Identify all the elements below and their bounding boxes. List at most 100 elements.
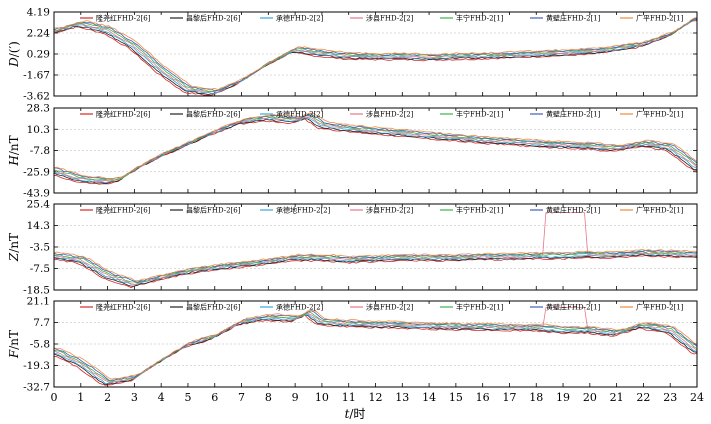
panel-D: 4.19 2.24 0.29 -1.67 -3.62 隆尧红FHD-2[6] 昌黎后FHD-…: [7, 7, 698, 103]
series-line: [53, 248, 698, 282]
y-tick-label: -19.3: [23, 360, 50, 372]
legend-entry: 昌黎后FHD-2[6]: [186, 303, 241, 312]
y-tick-label: 14.3: [27, 220, 50, 232]
y-axis-label: H/nT: [7, 135, 21, 166]
series-line: [53, 307, 698, 384]
legend-entry: 承德FHD-2[2]: [276, 303, 324, 312]
legend-entry: 黄壁庄FHD-2[1]: [546, 14, 601, 23]
y-tick-label: 4.19: [27, 7, 50, 19]
legend-entry: 广平FHD-2[1]: [636, 14, 684, 23]
x-tick-label: 9: [292, 391, 299, 404]
x-tick-label: 3: [131, 391, 138, 404]
legend-entry: 涉县FHD-2[2]: [366, 303, 414, 312]
y-axis-label: F/nT: [7, 330, 21, 359]
x-tick-label: 6: [211, 391, 218, 404]
legend-entry: 黄壁庄FHD-2[1]: [546, 206, 601, 215]
legend-entry: 涉县FHD-2[2]: [366, 110, 414, 119]
legend-entry: 黄壁庄FHD-2[1]: [546, 110, 601, 119]
series-line: [53, 314, 698, 386]
legend-entry: 隆尧红FHD-2[6]: [96, 303, 151, 312]
x-tick-label: 5: [184, 391, 191, 404]
legend-entry: 广平FHD-2[1]: [636, 303, 684, 312]
legend-entry: 涉县FHD-2[2]: [366, 14, 414, 23]
x-tick-label: 18: [529, 391, 543, 404]
legend-entry: 隆尧红FHD-2[6]: [96, 14, 151, 23]
panel-Z: 25.4 14.3 -3.5 -7.5 -18.5 隆尧红FHD-2[6] 昌黎后FHD-2…: [7, 199, 698, 297]
y-tick-label: -1.67: [23, 70, 50, 82]
y-tick-label: 0.29: [27, 49, 50, 61]
x-tick-label: 23: [663, 391, 677, 404]
series-line: [53, 255, 698, 289]
y-axis-label: D/(′): [7, 41, 21, 68]
plot-frame: [53, 11, 698, 97]
y-tick-label: -3.5: [30, 242, 50, 254]
series-line: [53, 18, 698, 95]
y-tick-label: -7.8: [30, 145, 50, 157]
y-tick-label: -7.5: [30, 263, 50, 275]
x-tick-label: 0: [51, 391, 58, 404]
legend-entry: 昌黎后FHD-2[6]: [186, 14, 241, 23]
legend-entry: 广平FHD-2[1]: [636, 206, 684, 215]
legend-entry: 丰宁FHD-2[1]: [456, 206, 504, 215]
x-tick-label: 19: [556, 391, 570, 404]
series-line: [53, 17, 698, 91]
legend-entry: 丰宁FHD-2[1]: [456, 303, 504, 312]
series-line: [53, 20, 698, 96]
y-tick-label: -32.7: [23, 382, 50, 394]
legend-entry: 黄壁庄FHD-2[1]: [546, 303, 601, 312]
y-tick-label: 10.3: [27, 124, 50, 136]
x-tick-label: 15: [449, 391, 463, 404]
x-tick-label: 16: [476, 391, 490, 404]
series-line: [53, 212, 698, 285]
series-line: [53, 113, 698, 180]
panel-H: 28.3 10.3 -7.8 -25.9 -43.9 隆尧红FHD-2[6] 昌黎后FHD-…: [7, 103, 698, 200]
panel-F: 21.1 7.7 -5.8 -19.3 -32.7 隆尧红FHD-2[6] 昌黎后FHD-2…: [7, 296, 698, 394]
x-tick-label: 21: [610, 391, 624, 404]
plot-frame: [53, 203, 698, 291]
y-tick-label: 7.7: [33, 317, 50, 329]
x-tick-label: 2: [104, 391, 111, 404]
series-line: [53, 112, 698, 180]
legend-entry: 承德地FHD-2[2]: [276, 206, 331, 215]
y-tick-label: -3.62: [23, 91, 50, 103]
legend-entry: 承德FHD-2[2]: [276, 14, 324, 23]
legend-entry: 承德FHD-2[2]: [276, 110, 324, 119]
series-line: [53, 17, 698, 93]
y-axis-label: Z/nT: [7, 233, 21, 262]
y-tick-label: -25.9: [23, 166, 50, 178]
series-line: [53, 314, 698, 386]
series-line: [53, 253, 698, 287]
series-line: [53, 17, 698, 92]
x-tick-label: 24: [690, 391, 704, 404]
x-tick-label: 10: [315, 391, 329, 404]
legend-entry: 丰宁FHD-2[1]: [456, 110, 504, 119]
legend-entry: 广平FHD-2[1]: [636, 110, 684, 119]
x-tick-label: 17: [502, 391, 516, 404]
series-line: [53, 310, 698, 380]
x-tick-label: 7: [238, 391, 245, 404]
y-tick-label: 2.24: [27, 28, 51, 40]
legend-entry: 隆尧红FHD-2[6]: [96, 110, 151, 119]
legend-entry: 涉县FHD-2[2]: [366, 206, 414, 215]
y-tick-label: 28.3: [27, 103, 50, 115]
plot-frame: [53, 107, 698, 194]
y-tick-label: -18.5: [23, 285, 50, 297]
x-tick-label: 20: [583, 391, 597, 404]
x-tick-label: 4: [158, 391, 165, 404]
legend-entry: 昌黎后FHD-2[6]: [186, 206, 241, 215]
legend-entry: 昌黎后FHD-2[6]: [186, 110, 241, 119]
plot-frame: [53, 300, 698, 388]
x-tick-label: 11: [342, 391, 356, 404]
x-tick-label: 8: [265, 391, 272, 404]
x-tick-label: 22: [636, 391, 650, 404]
y-tick-label: -43.9: [23, 188, 50, 200]
panels-group: 4.19 2.24 0.29 -1.67 -3.62 隆尧红FHD-2[6] 昌黎后FHD-…: [7, 7, 704, 405]
x-tick-label: 14: [422, 391, 436, 404]
series-line: [53, 114, 698, 181]
x-axis-label: t/时: [345, 407, 366, 421]
x-tick-label: 13: [395, 391, 409, 404]
y-tick-label: -5.8: [30, 339, 50, 351]
y-tick-label: 25.4: [27, 199, 51, 211]
legend-entry: 丰宁FHD-2[1]: [456, 14, 504, 23]
